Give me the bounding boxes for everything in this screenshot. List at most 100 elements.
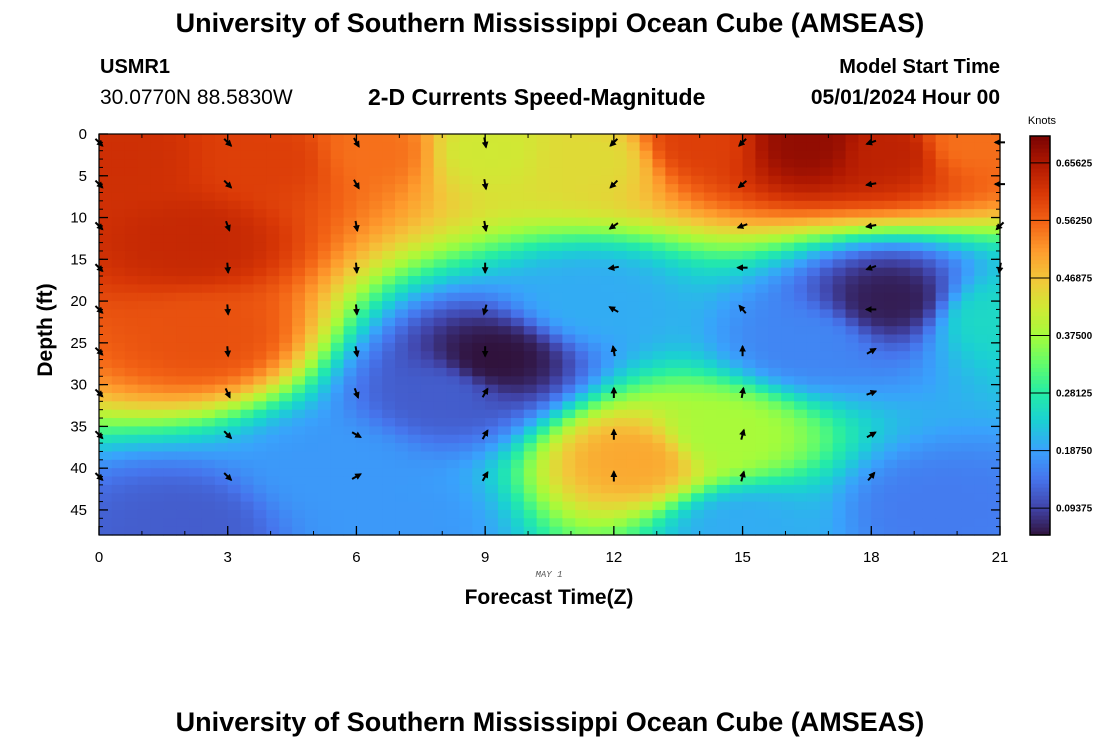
colorbar-segment <box>1030 343 1050 349</box>
current-vector-arrow <box>223 179 233 189</box>
heatmap-cell <box>99 392 113 402</box>
heatmap-cell <box>382 367 396 377</box>
heatmap-cell <box>562 334 576 344</box>
heatmap-cell <box>292 367 306 377</box>
heatmap-cell <box>395 468 409 478</box>
heatmap-cell <box>317 167 332 177</box>
heatmap-cell <box>703 142 718 152</box>
colorbar-segment <box>1030 147 1050 153</box>
heatmap-cell <box>485 209 499 219</box>
heatmap-cell <box>240 267 255 277</box>
heatmap-cell <box>665 493 679 503</box>
heatmap-cell <box>897 276 911 285</box>
heatmap-cell <box>652 317 666 327</box>
heatmap-cell <box>652 509 666 519</box>
heatmap-cell <box>150 192 164 202</box>
current-vector-arrow <box>223 472 233 482</box>
heatmap-cell <box>626 409 641 419</box>
heatmap-cell <box>137 392 152 402</box>
heatmap-cell <box>304 401 319 411</box>
heatmap-cell <box>562 250 576 260</box>
colorbar-segment <box>1030 303 1050 309</box>
heatmap-cell <box>124 309 139 319</box>
heatmap-cell <box>137 518 152 528</box>
heatmap-cell <box>395 367 409 377</box>
heatmap-cell <box>433 359 448 369</box>
heatmap-cell <box>446 142 460 152</box>
current-vector-arrow <box>866 389 878 397</box>
heatmap-cell <box>974 192 988 202</box>
heatmap-cell <box>407 175 422 185</box>
heatmap-cell <box>382 326 396 336</box>
heatmap-cell <box>420 342 435 352</box>
heatmap-cell <box>691 159 705 169</box>
heatmap-cell <box>665 509 679 519</box>
heatmap-cell <box>884 367 898 377</box>
heatmap-cell <box>974 301 988 311</box>
heatmap-cell <box>150 459 164 469</box>
heatmap-cell <box>884 426 898 436</box>
heatmap-cell <box>935 209 950 219</box>
heatmap-cell <box>575 284 589 294</box>
heatmap-cell <box>498 451 512 461</box>
heatmap-cell <box>150 259 164 269</box>
heatmap-cell <box>176 367 190 377</box>
heatmap-cell <box>626 217 641 227</box>
heatmap-cell <box>729 526 744 536</box>
heatmap-cell <box>639 509 654 519</box>
heatmap-cell <box>279 434 293 444</box>
heatmap-cell <box>974 367 988 377</box>
heatmap-cell <box>240 234 255 244</box>
heatmap-cell <box>459 259 473 269</box>
heatmap-cell <box>523 301 538 311</box>
heatmap-cell <box>189 301 203 311</box>
heatmap-cell <box>987 200 1001 210</box>
heatmap-cell <box>742 418 757 427</box>
heatmap-cell <box>703 334 718 344</box>
heatmap-cell <box>794 292 808 302</box>
heatmap-cell <box>987 267 1001 277</box>
heatmap-cell <box>163 476 177 486</box>
heatmap-cell <box>459 284 473 294</box>
colorbar-segment <box>1030 467 1050 472</box>
heatmap-cell <box>317 209 332 219</box>
heatmap-cell <box>317 501 332 511</box>
heatmap-cell <box>330 526 345 536</box>
heatmap-cell <box>768 493 782 503</box>
heatmap-cell <box>652 351 666 361</box>
heatmap-cell <box>485 342 499 352</box>
heatmap-cell <box>343 342 358 352</box>
heatmap-cell <box>459 493 473 503</box>
heatmap-cell <box>922 225 937 235</box>
heatmap-cell <box>279 493 293 503</box>
heatmap-cell <box>588 518 602 528</box>
heatmap-cell <box>742 501 757 511</box>
heatmap-cell <box>858 326 872 336</box>
heatmap-cell <box>961 476 975 486</box>
heatmap-cell <box>806 376 821 386</box>
heatmap-cell <box>99 242 113 252</box>
heatmap-cell <box>420 259 435 269</box>
heatmap-cell <box>420 334 435 344</box>
heatmap-cell <box>111 434 126 444</box>
heatmap-cell <box>948 476 962 486</box>
heatmap-cell <box>317 342 332 352</box>
heatmap-cell <box>909 468 924 478</box>
heatmap-cell <box>819 359 834 369</box>
heatmap-cell <box>691 217 705 227</box>
heatmap-cell <box>794 301 808 311</box>
heatmap-cell <box>523 351 538 361</box>
heatmap-cell <box>691 225 705 235</box>
heatmap-cell <box>420 217 435 227</box>
heatmap-cell <box>575 217 589 227</box>
heatmap-cell <box>729 150 744 160</box>
heatmap-cell <box>99 501 113 511</box>
heatmap-cell <box>214 184 229 194</box>
heatmap-cell <box>626 459 641 469</box>
heatmap-cell <box>330 401 345 411</box>
current-vector-arrow <box>739 470 746 482</box>
heatmap-cell <box>935 367 950 377</box>
heatmap-cell <box>485 276 499 285</box>
heatmap-cell <box>613 267 628 277</box>
heatmap-cell <box>240 342 255 352</box>
